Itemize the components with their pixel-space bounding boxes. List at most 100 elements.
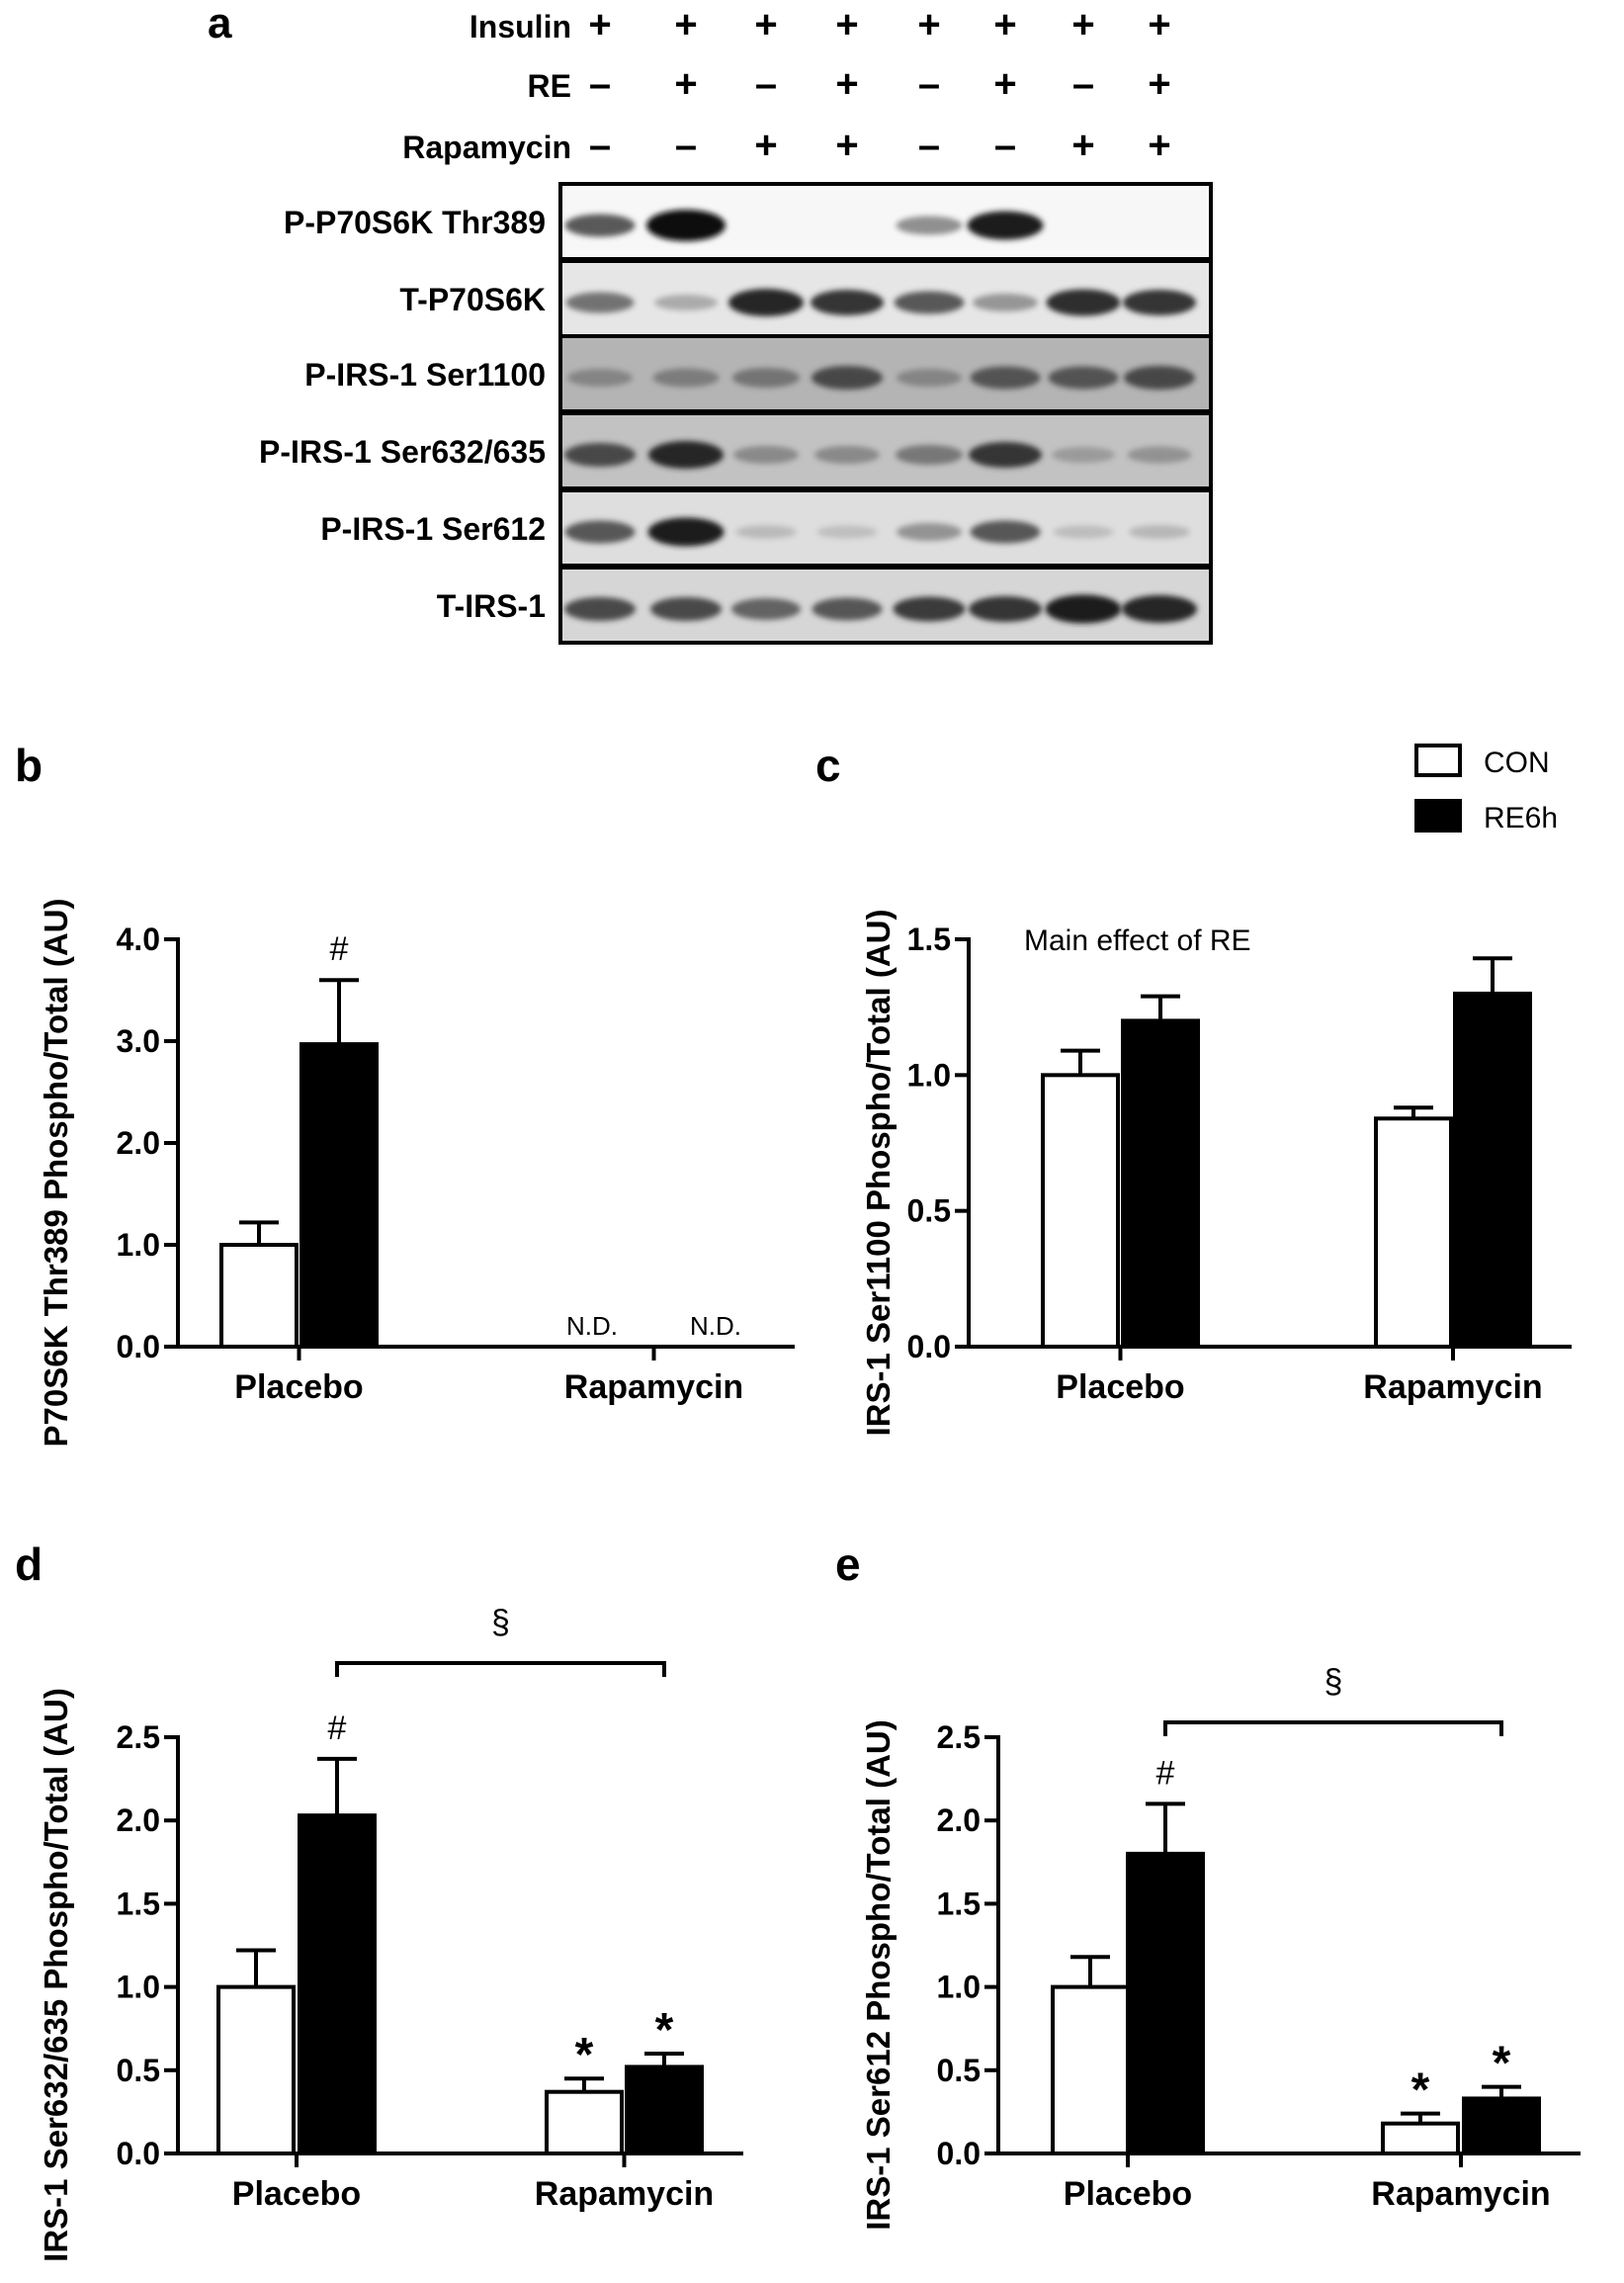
y-tick-label: 2.0 — [117, 1125, 160, 1161]
blot-band — [811, 290, 884, 315]
treatment-sign: + — [835, 124, 858, 167]
treatment-sign: + — [835, 3, 858, 46]
y-tick-label: 2.5 — [937, 1719, 981, 1755]
y-axis-title: IRS-1 Ser632/635 Phospho/Total (AU) — [38, 1688, 74, 2262]
blot-band — [969, 442, 1042, 468]
blot-band — [1124, 366, 1195, 390]
treatment-sign: – — [994, 124, 1016, 167]
significance-bracket — [335, 1661, 666, 1677]
treatment-sign: + — [1148, 3, 1170, 46]
blot-band — [648, 441, 724, 469]
blot-band — [812, 366, 883, 390]
blot-band — [1045, 594, 1122, 624]
blot-band — [973, 294, 1038, 311]
bar-re6h — [298, 1813, 377, 2155]
blot-band — [1129, 525, 1190, 539]
blot-band — [1052, 447, 1115, 463]
y-tick-label: 0.0 — [937, 2136, 981, 2171]
not-detected-label: N.D. — [690, 1311, 741, 1341]
treatment-sign: + — [1148, 62, 1170, 106]
treatment-sign: + — [754, 3, 777, 46]
blot-band — [896, 445, 963, 465]
y-tick-label: 0.5 — [117, 2053, 160, 2088]
y-tick-label: 2.0 — [937, 1802, 981, 1838]
blot-band — [970, 520, 1041, 544]
x-tick-label: Placebo — [1056, 1368, 1184, 1406]
x-tick-label: Placebo — [1064, 2175, 1192, 2213]
bar-con — [1051, 1984, 1130, 2155]
treatment-sign: – — [589, 62, 611, 106]
bar-con — [219, 1243, 299, 1349]
y-tick-label: 2.0 — [117, 1802, 160, 1838]
blot-band — [970, 366, 1041, 390]
y-tick-label: 1.5 — [117, 1886, 160, 1921]
treatment-sign: – — [589, 124, 611, 167]
blot-band — [969, 596, 1042, 622]
treatment-label: Rapamycin — [402, 130, 571, 165]
treatment-sign: + — [674, 3, 697, 46]
blot-band — [650, 597, 722, 621]
blot-band — [897, 369, 962, 387]
y-tick-label: 4.0 — [117, 922, 160, 957]
blot-row-label: T-IRS-1 — [437, 588, 546, 624]
blot-row-label: P-IRS-1 Ser612 — [320, 511, 546, 547]
treatment-label: RE — [528, 68, 571, 104]
asterisk-mark: * — [575, 2029, 594, 2081]
legend-swatch — [1414, 744, 1462, 777]
blot-band — [1127, 446, 1192, 464]
bar-con — [545, 2089, 624, 2155]
section-mark: § — [1325, 1663, 1343, 1701]
bar-re6h — [1126, 1851, 1205, 2155]
western-blot-panel: a Insulin + + + + + + + +RE – + – + – + – +Rapamycin – – + + –… — [208, 0, 1213, 645]
blot-band — [564, 443, 636, 467]
blot-band — [564, 214, 636, 237]
y-axis-title: IRS-1 Ser612 Phospho/Total (AU) — [860, 1719, 897, 2230]
significance-bracket — [1163, 1720, 1503, 1736]
chart-panel-d: d 0.0 0.5 1.0 1.5 2.0 2.5 IRS-1 Ser632/635 Phos… — [15, 1538, 743, 2262]
blot-band — [1046, 289, 1121, 316]
x-tick-label: Rapamycin — [1363, 1368, 1542, 1406]
treatment-sign: + — [1071, 124, 1094, 167]
blot-band — [735, 525, 797, 539]
bar-charts: b 0.0 1.0 2.0 3.0 4.0 P70S6K Thr389 Phospho/To… — [15, 740, 1581, 2262]
treatment-sign: + — [754, 124, 777, 167]
blot-band — [647, 517, 725, 547]
blot-band — [1048, 366, 1119, 390]
legend-label: CON — [1484, 746, 1550, 779]
treatment-sign: + — [1148, 124, 1170, 167]
y-tick-label: 1.5 — [907, 922, 951, 957]
blot-row-label: T-P70S6K — [399, 282, 546, 317]
treatment-sign: + — [588, 3, 611, 46]
hash-mark: # — [1156, 1754, 1175, 1792]
blot-band — [816, 525, 878, 539]
blot-row-label: P-IRS-1 Ser1100 — [304, 357, 546, 393]
treatment-sign: – — [1072, 62, 1094, 106]
treatment-sign: + — [993, 3, 1016, 46]
blot-band — [728, 289, 804, 316]
x-tick-label: Placebo — [232, 2175, 361, 2213]
not-detected-label: N.D. — [566, 1311, 618, 1341]
asterisk-mark: * — [1493, 2038, 1511, 2090]
y-tick-label: 0.0 — [907, 1329, 951, 1364]
main-effect-note: Main effect of RE — [1024, 924, 1251, 957]
asterisk-mark: * — [1411, 2064, 1430, 2117]
blot-row-label: P-P70S6K Thr389 — [284, 205, 546, 240]
blot-band — [654, 295, 718, 310]
treatment-sign: + — [835, 62, 858, 106]
blot-band — [1123, 290, 1196, 315]
bar-con — [1381, 2121, 1460, 2155]
blot-band — [567, 369, 633, 387]
bar-re6h — [1453, 991, 1532, 1350]
y-tick-label: 2.5 — [117, 1719, 160, 1755]
blot-band — [564, 520, 636, 544]
blot-band — [894, 291, 965, 314]
x-tick-label: Rapamycin — [1371, 2175, 1550, 2213]
treatment-sign: – — [918, 124, 940, 167]
asterisk-mark: * — [655, 2004, 674, 2057]
chart-panel-e: e 0.0 0.5 1.0 1.5 2.0 2.5 IRS-1 Ser612 Phospho/… — [835, 1538, 1581, 2231]
treatment-sign: + — [1071, 3, 1094, 46]
y-tick-label: 3.0 — [117, 1023, 160, 1059]
blot-band — [1122, 595, 1197, 623]
panel-label-a: a — [208, 0, 232, 47]
